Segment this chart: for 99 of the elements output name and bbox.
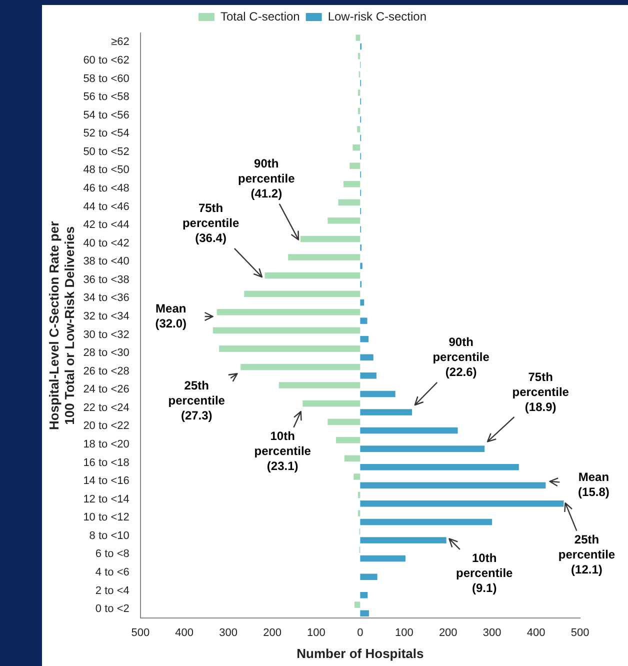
x-tick-label: 500 (570, 626, 590, 639)
y-axis-title: Hospital-Level C-Section Rate per 100 Total or Low-Risk Deliveries (46, 221, 77, 430)
y-tick-label: 46 to <48 (83, 182, 130, 194)
legend-label: Low-risk C-section (328, 9, 427, 24)
y-tick-label: 50 to <52 (83, 146, 130, 158)
y-tick-label: 24 to <26 (83, 384, 130, 396)
y-tick-label: 38 to <40 (83, 256, 130, 268)
y-tick-label: 52 to <54 (83, 128, 130, 140)
bar (357, 126, 360, 132)
bar (360, 518, 492, 526)
x-tick-label: 200 (438, 626, 458, 639)
x-tick-label: 0 (357, 626, 364, 639)
bar (356, 34, 360, 41)
x-tick-label: 400 (175, 626, 194, 639)
annotation: 75th percentile (36.4) (182, 201, 240, 246)
bar (354, 602, 360, 608)
y-tick-label: 16 to <18 (83, 456, 130, 469)
bar (360, 500, 564, 507)
y-tick-label: 0 to <2 (95, 603, 130, 616)
annotation: 90th percentile (41.2) (238, 156, 296, 201)
y-tick-label: 20 to <22 (83, 420, 130, 432)
bar (338, 199, 360, 206)
bar (360, 464, 519, 470)
bar (360, 574, 378, 580)
bar (354, 474, 360, 480)
y-tick-label: 54 to <56 (83, 109, 130, 122)
y-tick-label: 48 to <50 (83, 164, 130, 176)
annotation: Mean (15.8) (578, 470, 610, 499)
bar (360, 537, 446, 544)
y-tick-label: 18 to <20 (83, 438, 130, 450)
y-tick-label: 28 to <30 (83, 347, 130, 360)
y-tick-label: 6 to <8 (95, 548, 130, 560)
bar (360, 427, 458, 434)
annotation: 90th percentile (22.6) (432, 335, 490, 380)
annotation: 25th percentile (27.3) (168, 378, 226, 423)
y-tick-label: 34 to <36 (83, 292, 130, 304)
bar (352, 144, 360, 151)
bar (360, 354, 374, 360)
y-tick-label: 10 to <12 (83, 512, 130, 524)
x-tick-label: 300 (219, 626, 238, 639)
bar (244, 290, 360, 297)
x-tick-label: 300 (482, 626, 502, 639)
x-tick-label: 200 (263, 626, 282, 639)
bar (358, 90, 360, 96)
bar (360, 446, 485, 452)
bar (264, 272, 360, 279)
x-tick-label: 100 (394, 626, 414, 639)
y-tick-label: 44 to <46 (83, 200, 130, 213)
bar (358, 510, 360, 516)
y-tick-label: ≥62 (111, 36, 130, 48)
bar (336, 437, 360, 444)
bar (360, 610, 369, 617)
bar (360, 336, 369, 342)
annotation: 10th percentile (23.1) (254, 429, 312, 474)
bar (212, 327, 360, 334)
bar (350, 162, 360, 169)
bar (216, 308, 360, 316)
annotation: 25th percentile (12.1) (558, 532, 616, 577)
bar (360, 299, 364, 306)
bar (328, 418, 360, 425)
y-tick-label: 22 to <24 (83, 402, 130, 414)
bar (302, 400, 360, 407)
x-tick-label: 400 (526, 626, 546, 639)
x-tick-label: 100 (307, 626, 326, 639)
bar (219, 346, 360, 352)
bar (360, 482, 546, 489)
y-tick-label: 36 to <38 (83, 274, 130, 286)
y-tick-label: 2 to <4 (95, 584, 130, 597)
bar (343, 180, 360, 188)
bar (328, 218, 360, 224)
y-tick-label: 42 to <44 (83, 219, 130, 232)
bar (360, 372, 376, 379)
y-tick-label: 40 to <42 (83, 237, 130, 250)
y-tick-label: 12 to <14 (83, 493, 130, 506)
x-tick-label: 500 (131, 626, 150, 639)
bar (240, 364, 360, 370)
y-tick-label: 14 to <16 (83, 475, 130, 488)
bar (344, 455, 360, 462)
y-tick-label: 26 to <28 (83, 365, 130, 378)
annotation: Mean (32.0) (155, 301, 187, 330)
bar (278, 382, 360, 388)
bar (360, 592, 368, 598)
y-tick-label: 58 to <60 (83, 72, 130, 85)
x-axis-title: Number of Hospitals (296, 646, 424, 661)
y-tick-label: 30 to <32 (83, 328, 130, 341)
bar (360, 555, 406, 562)
y-tick-label: 4 to <6 (95, 566, 130, 579)
y-tick-label: 60 to <62 (83, 54, 130, 66)
bar (288, 254, 360, 260)
bar (360, 318, 368, 324)
annotation: 75th percentile (18.9) (512, 370, 570, 414)
y-tick-label: 8 to <10 (89, 530, 130, 542)
bar (360, 390, 396, 398)
y-tick-label: 32 to <34 (83, 310, 130, 322)
bar (300, 236, 360, 242)
legend-label: Total C-section (220, 9, 300, 24)
bar (360, 409, 412, 416)
annotation: 10th percentile (9.1) (456, 551, 514, 596)
y-tick-label: 56 to <58 (83, 91, 130, 104)
